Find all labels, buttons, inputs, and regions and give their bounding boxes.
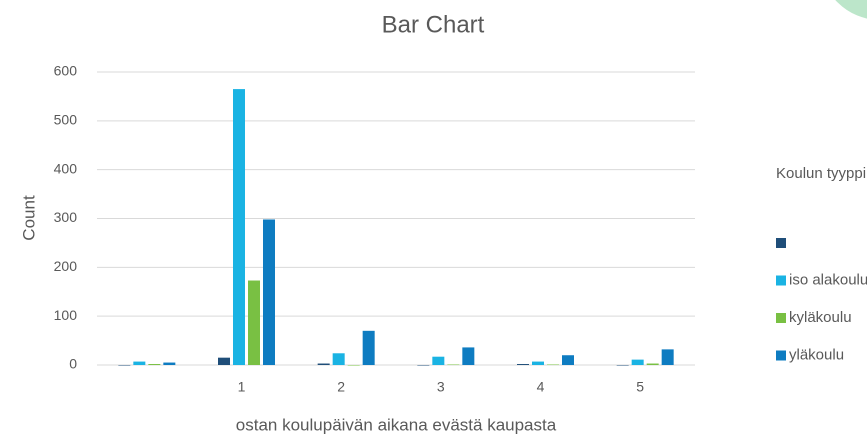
y-tick-label: 400 [54, 160, 78, 176]
y-tick-label: 600 [54, 63, 78, 79]
x-tick-label: 2 [337, 379, 345, 395]
bar [148, 364, 160, 365]
legend-label: yläkoulu [789, 346, 844, 363]
bar [333, 353, 345, 365]
bar [118, 365, 130, 366]
legend-title: Koulun tyyppi [776, 165, 866, 182]
x-axis-title: ostan koulupäivän aikana evästä kaupasta [236, 415, 557, 434]
bar [562, 355, 574, 365]
bar [517, 364, 529, 365]
legend-marker [776, 351, 786, 361]
x-tick-label: 4 [537, 379, 545, 395]
bar [432, 357, 444, 365]
legend-marker [776, 313, 786, 323]
chart: Bar Chart ostan koulupäivän aikana eväst… [0, 0, 867, 441]
bar [363, 331, 375, 365]
legend-label: iso alakoulu [789, 271, 867, 288]
bar [532, 362, 544, 365]
chart-title: Bar Chart [382, 11, 485, 38]
bar [248, 281, 260, 365]
y-tick-label: 200 [54, 258, 78, 274]
y-tick-label: 0 [69, 356, 77, 372]
bar [163, 363, 175, 365]
decoration [820, 0, 867, 20]
bar [218, 358, 230, 365]
legend-label: kyläkoulu [789, 309, 852, 326]
bar [263, 219, 275, 365]
y-tick-label: 100 [54, 307, 78, 323]
bar [417, 365, 429, 366]
bar [662, 349, 674, 365]
bar [462, 347, 474, 365]
bar [632, 360, 644, 365]
bar [447, 365, 459, 366]
bar [547, 365, 559, 366]
y-tick-label: 300 [54, 209, 78, 225]
bar [233, 89, 245, 365]
x-tick-label: 1 [238, 379, 246, 395]
bar [348, 365, 360, 366]
y-axis-title: Count [19, 195, 38, 241]
bar [133, 362, 145, 365]
y-tick-label: 500 [54, 112, 78, 128]
bar [647, 364, 659, 365]
x-tick-label: 3 [437, 379, 445, 395]
x-tick-label: 5 [636, 379, 644, 395]
bar [617, 365, 629, 366]
legend-marker [776, 276, 786, 286]
legend-marker [776, 238, 786, 248]
bar [318, 364, 330, 365]
